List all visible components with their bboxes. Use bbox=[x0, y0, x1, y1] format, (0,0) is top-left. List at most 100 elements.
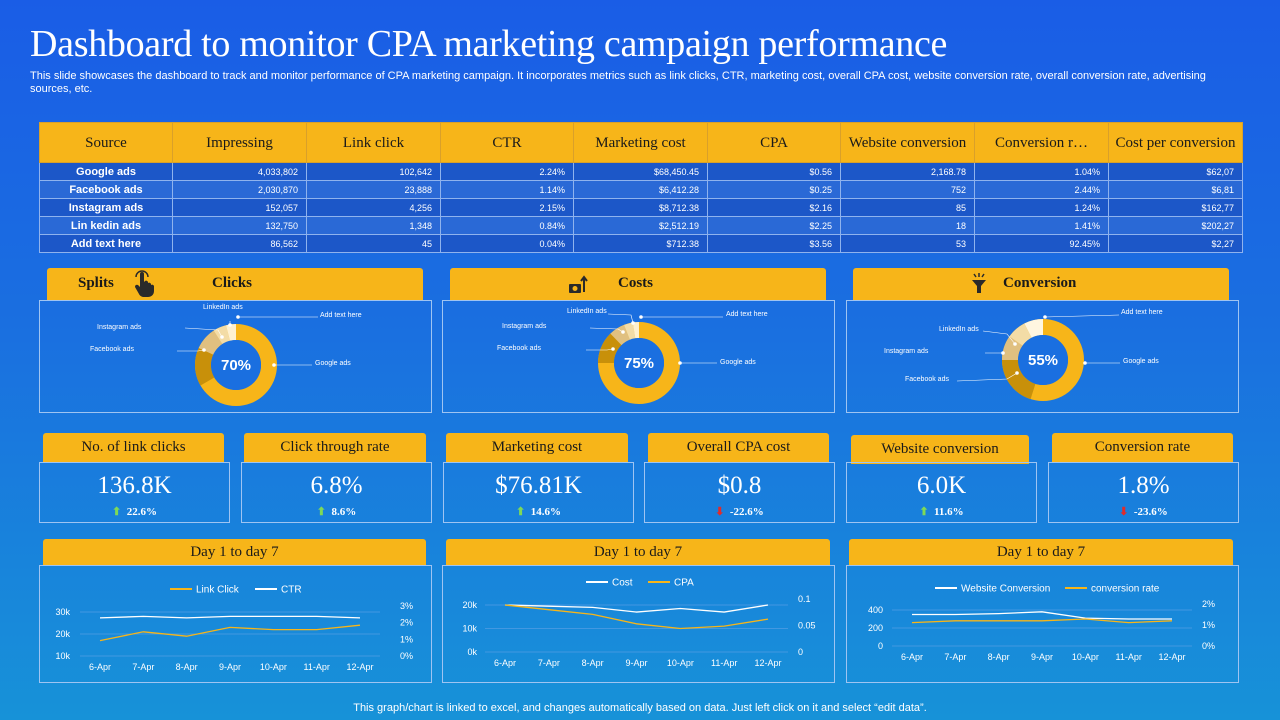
table-cell: 0.84% bbox=[440, 216, 574, 235]
kpi-conversion-rate-tab: Conversion rate bbox=[1052, 433, 1233, 462]
arrow-down-icon: ⬇ bbox=[715, 506, 725, 518]
kpi-marketing-cost-change: ⬆ 14.6% bbox=[516, 506, 561, 518]
col-header-source: Source bbox=[39, 122, 173, 163]
kpi-ctr-value: 6.8% bbox=[310, 472, 363, 499]
kpi-website-conversion-card: 6.0K ⬆ 11.6% bbox=[846, 462, 1037, 523]
table-cell: $0.25 bbox=[707, 180, 841, 199]
kpi-link-clicks-value: 136.8K bbox=[97, 472, 172, 499]
x-tick-label: 11-Apr bbox=[711, 658, 737, 668]
footer-note: This graph/chart is linked to excel, and… bbox=[353, 702, 927, 714]
table-cell: 2.15% bbox=[440, 198, 574, 217]
arrow-down-icon: ⬇ bbox=[1119, 506, 1129, 518]
table-cell: 4,033,802 bbox=[172, 162, 307, 181]
col-header-marketing-cost: Marketing cost bbox=[573, 122, 708, 163]
table-cell: 53 bbox=[840, 234, 975, 253]
kpi-marketing-cost-tab: Marketing cost bbox=[446, 433, 628, 462]
x-tick-label: 7-Apr bbox=[538, 658, 560, 668]
x-tick-label: 8-Apr bbox=[988, 652, 1010, 662]
table-cell: 45 bbox=[306, 234, 441, 253]
arrow-up-icon: ⬆ bbox=[316, 506, 326, 518]
kpi-conversion-rate-value: 1.8% bbox=[1117, 472, 1170, 499]
line-chart-3-tab: Day 1 to day 7 bbox=[849, 539, 1233, 565]
table-cell: 92.45% bbox=[974, 234, 1109, 253]
table-cell: 2,168.78 bbox=[840, 162, 975, 181]
table-cell: 102,642 bbox=[306, 162, 441, 181]
y-tick-label: 0k bbox=[467, 647, 477, 657]
table-cell: 132,750 bbox=[172, 216, 307, 235]
conversion-center-value: 55% bbox=[1028, 352, 1058, 369]
line-chart-2-tab: Day 1 to day 7 bbox=[446, 539, 830, 565]
kpi-link-clicks-card: 136.8K ⬆ 22.6% bbox=[39, 462, 230, 523]
y-tick-label: 30k bbox=[55, 607, 70, 617]
table-cell: $62,07 bbox=[1108, 162, 1243, 181]
kpi-website-conversion-change: ⬆ 11.6% bbox=[919, 506, 964, 518]
table-cell: $68,450.45 bbox=[573, 162, 708, 181]
kpi-ctr-tab: Click through rate bbox=[244, 433, 426, 462]
table-cell: 2,030,870 bbox=[172, 180, 307, 199]
table-cell-source: Facebook ads bbox=[39, 180, 173, 199]
conversion-label-addtext: Add text here bbox=[1121, 309, 1163, 316]
conversion-label-facebook: Facebook ads bbox=[905, 376, 949, 383]
conversion-tab: Conversion bbox=[853, 268, 1229, 300]
clicks-tab: Splits Clicks bbox=[47, 268, 423, 300]
legend-label: Link Click bbox=[196, 585, 240, 596]
line-chart-3: 400 200 0 2% 1% 0% 6-Apr 7-Apr 8-Apr 9-Apr 10-Apr 1… bbox=[868, 584, 1215, 663]
kpi-conversion-rate-card: 1.8% ⬇ -23.6% bbox=[1048, 462, 1239, 523]
x-tick-label: 6-Apr bbox=[901, 652, 923, 662]
y2-tick-label: 3% bbox=[400, 601, 413, 611]
table-row: Instagram ads 152,057 4,256 2.15% $8,712.38 $… bbox=[39, 198, 1243, 217]
table-cell: 85 bbox=[840, 198, 975, 217]
table-cell: $3.56 bbox=[707, 234, 841, 253]
money-growth-icon bbox=[567, 272, 591, 301]
y-tick-label: 0 bbox=[878, 641, 883, 651]
conversion-donut-panel: 55% LinkedIn ads Instagram ads Facebook … bbox=[846, 300, 1239, 413]
table-cell: $162,77 bbox=[1108, 198, 1243, 217]
col-header-website-conversion: Website conversion bbox=[840, 122, 975, 163]
col-header-conversion-rate: Conversion r… bbox=[974, 122, 1109, 163]
table-cell: 1.14% bbox=[440, 180, 574, 199]
table-cell-source: Lin kedin ads bbox=[39, 216, 173, 235]
x-tick-label: 10-Apr bbox=[667, 658, 694, 668]
table-cell-source: Add text here bbox=[39, 234, 173, 253]
table-cell: 752 bbox=[840, 180, 975, 199]
table-cell: $2,512.19 bbox=[573, 216, 708, 235]
x-tick-label: 12-Apr bbox=[346, 662, 373, 672]
x-tick-label: 10-Apr bbox=[1072, 652, 1099, 662]
costs-title: Costs bbox=[618, 275, 654, 291]
y2-tick-label: 0% bbox=[400, 651, 413, 661]
table-cell: $202,27 bbox=[1108, 216, 1243, 235]
table-cell: $6,412.28 bbox=[573, 180, 708, 199]
legend-label: conversion rate bbox=[1091, 584, 1160, 595]
col-header-cost-per-conversion: Cost per conversion bbox=[1108, 122, 1243, 163]
x-tick-label: 12-Apr bbox=[1158, 652, 1185, 662]
line-chart-1-tab: Day 1 to day 7 bbox=[43, 539, 426, 565]
legend-label: CTR bbox=[281, 585, 302, 596]
clicks-label-addtext: Add text here bbox=[320, 312, 362, 319]
kpi-cpa-cost-tab: Overall CPA cost bbox=[648, 433, 829, 462]
table-cell: 152,057 bbox=[172, 198, 307, 217]
y-tick-label: 400 bbox=[868, 605, 883, 615]
table-row: Add text here 86,562 45 0.04% $712.38 $3.56 53… bbox=[39, 234, 1243, 253]
y-tick-label: 20k bbox=[462, 600, 477, 610]
table-cell: 4,256 bbox=[306, 198, 441, 217]
table-cell: 1.24% bbox=[974, 198, 1109, 217]
x-tick-label: 8-Apr bbox=[176, 662, 198, 672]
y-tick-label: 10k bbox=[55, 651, 70, 661]
arrow-up-icon: ⬆ bbox=[112, 506, 122, 518]
x-tick-label: 12-Apr bbox=[754, 658, 781, 668]
table-cell: $2,27 bbox=[1108, 234, 1243, 253]
kpi-link-clicks-change: ⬆ 22.6% bbox=[112, 506, 157, 518]
arrow-up-icon: ⬆ bbox=[919, 506, 929, 518]
conversion-donut-chart: 55% bbox=[956, 314, 1120, 401]
table-cell: $2.16 bbox=[707, 198, 841, 217]
clicks-donut-chart: 70% bbox=[177, 315, 318, 406]
x-tick-label: 8-Apr bbox=[582, 658, 604, 668]
costs-label-facebook: Facebook ads bbox=[497, 345, 541, 352]
conversion-label-instagram: Instagram ads bbox=[884, 348, 929, 355]
table-cell: 1.41% bbox=[974, 216, 1109, 235]
series-line-0 bbox=[99, 624, 361, 642]
costs-label-linkedin: LinkedIn ads bbox=[567, 308, 607, 315]
table-cell: 1,348 bbox=[306, 216, 441, 235]
line-chart-2-panel: 20k 10k 0k 0.1 0.05 0 6-Apr 7-Apr 8-Apr 9-Apr 10-A… bbox=[442, 565, 835, 683]
kpi-link-clicks-tab: No. of link clicks bbox=[43, 433, 224, 462]
